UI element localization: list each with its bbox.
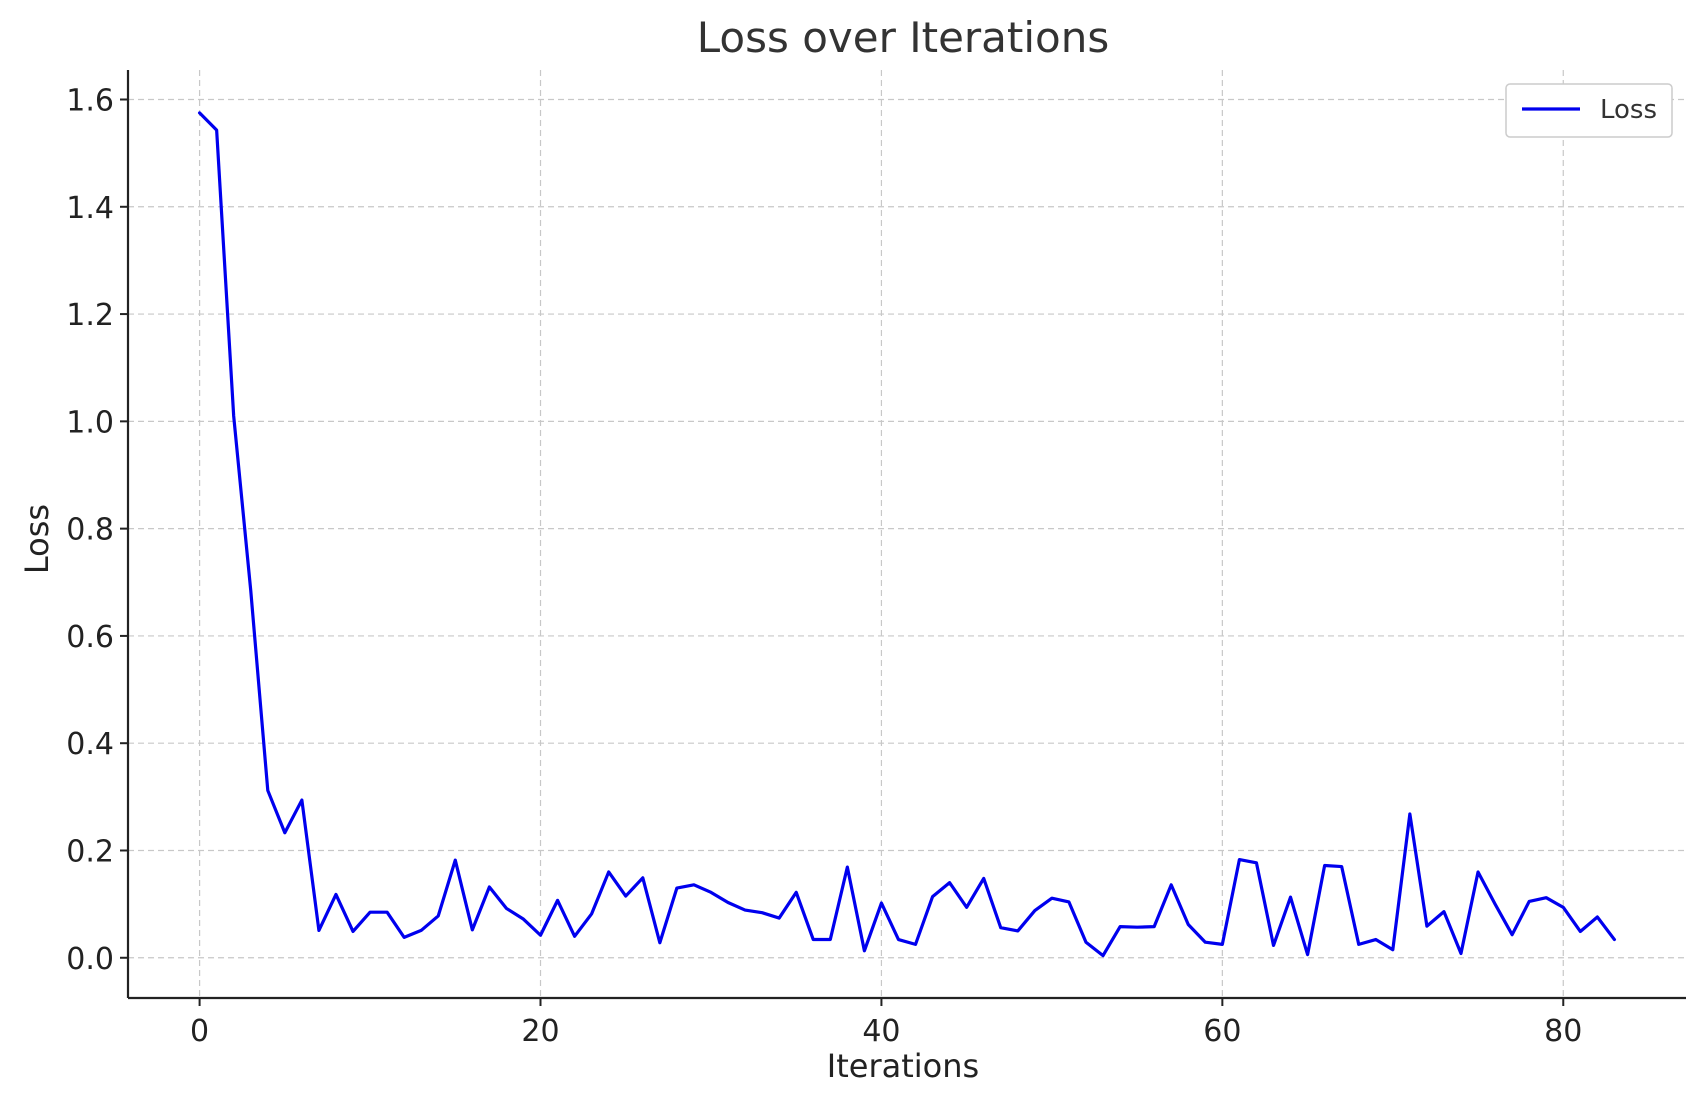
y-tick-label: 0.4 xyxy=(66,727,114,762)
y-tick-label: 0.6 xyxy=(66,620,114,655)
y-tick-label: 0.0 xyxy=(66,942,114,977)
axes xyxy=(120,70,1686,1006)
y-tick-label: 1.2 xyxy=(66,298,114,333)
x-tick-label: 20 xyxy=(521,1014,559,1049)
series-line-loss xyxy=(197,111,1617,958)
y-tick-label: 1.6 xyxy=(66,84,114,119)
legend: Loss xyxy=(1505,83,1673,138)
x-tick-label: 0 xyxy=(190,1014,209,1049)
y-tick-label: 1.4 xyxy=(66,191,114,226)
x-tick-label: 80 xyxy=(1544,1014,1582,1049)
y-tick-label: 0.8 xyxy=(66,513,114,548)
x-axis-label: Iterations xyxy=(827,1047,979,1085)
y-tick-label: 1.0 xyxy=(66,405,114,440)
tick-labels: 0 20 40 60 80 0.0 0.2 0.4 0.6 0.8 1.0 1.2 1.4 1.6 xyxy=(66,84,1582,1049)
chart-title: Loss over Iterations xyxy=(697,13,1110,62)
legend-frame xyxy=(1505,83,1673,138)
grid-lines xyxy=(128,70,1686,998)
legend-label-loss: Loss xyxy=(1600,95,1657,125)
y-tick-label: 0.2 xyxy=(66,834,114,869)
y-axis-label: Loss xyxy=(18,504,56,574)
x-tick-label: 60 xyxy=(1203,1014,1241,1049)
x-tick-label: 40 xyxy=(862,1014,900,1049)
series-layer xyxy=(197,111,1617,958)
